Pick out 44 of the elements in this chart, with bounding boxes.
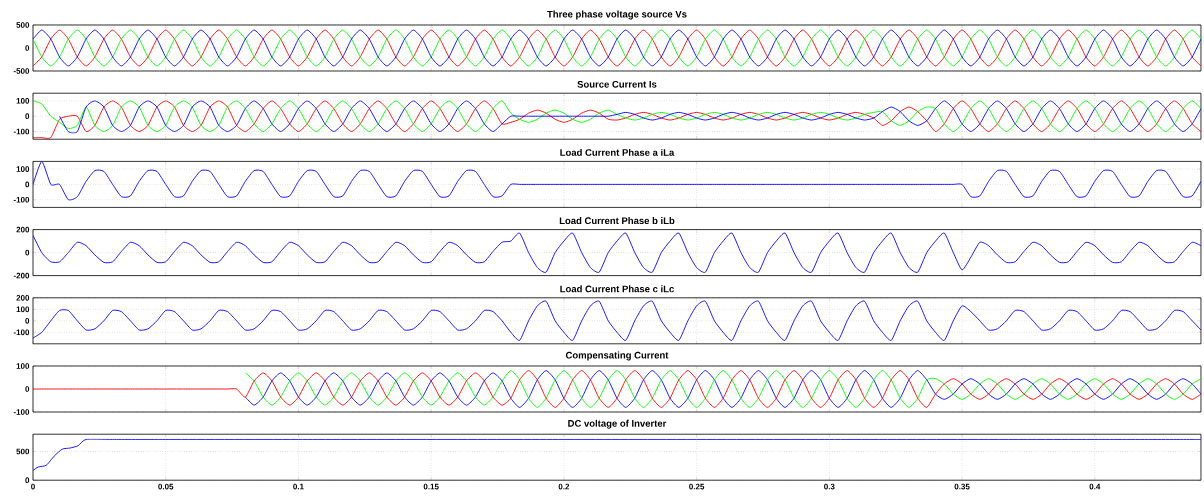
x-tick-label: 0.35 [954, 483, 970, 490]
line-series [33, 300, 1201, 341]
x-tick-label: 0.2 [558, 483, 570, 490]
chart-title: Compensating Current [565, 351, 669, 361]
y-tick-label: 100 [16, 166, 30, 172]
y-tick-label: -100 [13, 128, 30, 135]
x-tick-label: 0 [31, 483, 35, 490]
y-tick-label: 200 [16, 294, 30, 301]
x-tick-label: 0.15 [423, 483, 439, 490]
y-tick-label: -100 [13, 196, 30, 203]
y-tick-label: -200 [13, 272, 30, 279]
x-tick-label: 0.05 [158, 483, 174, 490]
y-tick-label: 100 [16, 363, 30, 369]
y-tick-label: 0 [25, 386, 30, 392]
chart-title: Load Current Phase c iLc [560, 285, 674, 293]
y-tick-label: 0 [25, 249, 30, 256]
chart-title: Load Current Phase a iLa [560, 148, 675, 156]
chart-title: Load Current Phase b iLb [559, 217, 675, 225]
line-series [33, 161, 1201, 201]
y-tick-label: 200 [16, 226, 30, 233]
x-tick-label: 0.25 [689, 483, 705, 490]
y-tick-label: 500 [16, 448, 30, 455]
y-tick-label: -100 [13, 409, 30, 415]
y-tick-label: 500 [16, 22, 30, 28]
line-series [33, 100, 1201, 139]
y-tick-label: 0 [25, 181, 30, 188]
x-tick-label: 0.3 [824, 483, 835, 490]
y-tick-label: 100 [16, 306, 30, 313]
line-series [244, 370, 1201, 408]
chart-title: Source Current Is [577, 80, 657, 88]
y-tick-label: 0 [25, 45, 30, 51]
chart-title: Three phase voltage source Vs [547, 10, 687, 20]
y-tick-label: -500 [13, 68, 30, 74]
line-series [33, 370, 1201, 408]
line-series [33, 29, 1201, 67]
x-tick-label: 0.4 [1089, 483, 1101, 490]
y-tick-label: 100 [16, 98, 30, 104]
chart-title: DC voltage of Inverter [568, 419, 667, 429]
x-tick-label: 0.1 [293, 483, 304, 490]
y-tick-label: -100 [13, 329, 30, 336]
y-tick-label: 0 [25, 317, 30, 324]
y-tick-label: 0 [25, 477, 30, 484]
y-tick-label: 0 [25, 113, 30, 120]
line-series [33, 438, 1201, 471]
